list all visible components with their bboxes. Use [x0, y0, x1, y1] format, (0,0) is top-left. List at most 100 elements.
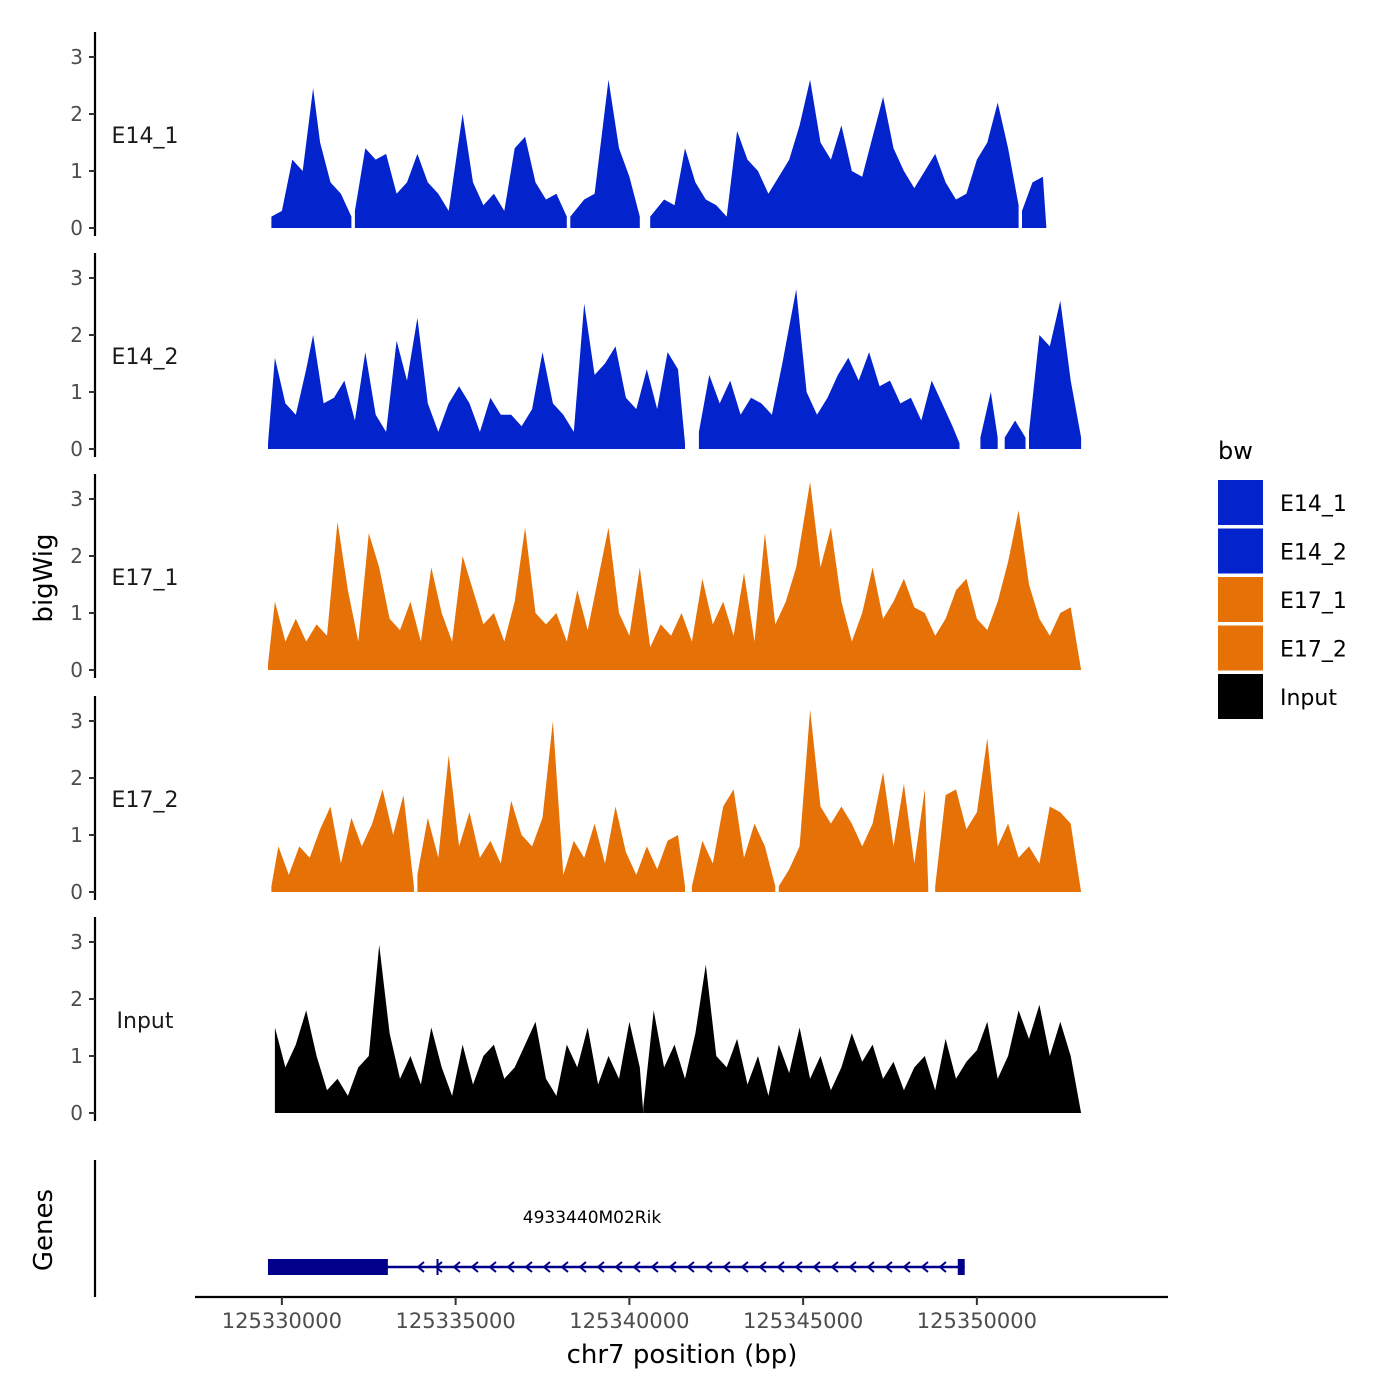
x-tick-label: 125350000	[917, 1309, 1037, 1333]
legend-title: bw	[1218, 437, 1253, 465]
strand-arrow	[614, 1261, 623, 1273]
strand-arrow	[596, 1261, 605, 1273]
y-tick-label: 0	[70, 880, 83, 904]
strand-arrow	[542, 1261, 551, 1273]
y-tick-label: 2	[70, 102, 83, 126]
x-tick-label: 125345000	[743, 1309, 863, 1333]
strand-arrow	[812, 1261, 821, 1273]
y-tick-label: 1	[70, 159, 83, 183]
strand-arrow	[650, 1261, 659, 1273]
x-tick-label: 125340000	[569, 1309, 689, 1333]
track-E14_2: 0 1 2 3 E14_2	[70, 253, 1082, 461]
signal-area	[271, 789, 414, 892]
signal-area	[1022, 176, 1047, 228]
signal-area	[1029, 300, 1082, 449]
y-tick-label: 3	[70, 487, 83, 511]
y-tick-label: 2	[70, 987, 83, 1011]
signal-area	[268, 481, 1082, 670]
x-axis-label: chr7 position (bp)	[567, 1340, 798, 1370]
signal-panels: 0 1 2 3 E14_1 0 1 2 3 E14_2 0 1 2 3 E17_1 0 1 2 3 E17_2 0 1 2 3…	[70, 32, 1082, 1125]
signal-area	[271, 88, 352, 228]
legend-label-E14_2: E14_2	[1280, 541, 1347, 566]
strand-arrow	[740, 1261, 749, 1273]
legend-label-E17_2: E17_2	[1280, 638, 1347, 663]
legend-swatch-E14_2	[1218, 528, 1263, 574]
strand-arrow	[560, 1261, 569, 1273]
strand-arrow	[524, 1261, 533, 1273]
signal-area	[980, 392, 998, 449]
legend-swatch-E14_1	[1218, 480, 1263, 525]
y-tick-label: 2	[70, 766, 83, 790]
signal-area	[650, 79, 1019, 228]
strand-arrow	[434, 1261, 443, 1273]
track-label: E14_1	[112, 124, 179, 149]
y-tick-label: 0	[70, 437, 83, 461]
strand-arrow	[722, 1261, 731, 1273]
legend-label-Input: Input	[1280, 686, 1337, 711]
y-tick-label: 1	[70, 823, 83, 847]
signal-area	[935, 738, 1082, 892]
strand-arrow	[506, 1261, 515, 1273]
signal-area	[1004, 420, 1026, 449]
legend-label-E17_1: E17_1	[1280, 589, 1347, 614]
signal-area	[643, 964, 1082, 1113]
strand-arrow	[830, 1261, 839, 1273]
y-tick-label: 1	[70, 601, 83, 625]
strand-arrow	[758, 1261, 767, 1273]
strand-arrow	[452, 1261, 461, 1273]
y-tick-label: 0	[70, 216, 83, 240]
strand-arrow	[632, 1261, 641, 1273]
signal-area	[698, 289, 960, 449]
x-tick-label: 125335000	[396, 1309, 516, 1333]
y-tick-label: 1	[70, 1044, 83, 1068]
y-tick-label: 0	[70, 658, 83, 682]
track-E17_1: 0 1 2 3 E17_1	[70, 474, 1082, 682]
x-axis: 125330000 125335000 125340000 125345000 1253…	[195, 1295, 1168, 1333]
track-E14_1: 0 1 2 3 E14_1	[70, 32, 1047, 240]
signal-area	[417, 721, 685, 892]
track-label: E17_2	[112, 788, 179, 813]
track-label: E17_1	[112, 566, 179, 591]
gene-exon	[436, 1259, 439, 1275]
legend-swatch-E17_1	[1218, 577, 1263, 622]
track-label: Input	[117, 1009, 174, 1034]
strand-arrow	[686, 1261, 695, 1273]
signal-area	[691, 789, 776, 892]
track-Input: 0 1 2 3 Input	[70, 917, 1082, 1125]
strand-arrow	[938, 1261, 947, 1273]
strand-arrow	[668, 1261, 677, 1273]
strand-arrow	[920, 1261, 929, 1273]
strand-arrow	[704, 1261, 713, 1273]
signal-area	[354, 114, 567, 228]
gene-panel: 4933440M02Rik	[93, 1160, 965, 1297]
gene-exon	[957, 1259, 965, 1275]
genes-track-label: Genes	[29, 1189, 59, 1271]
strand-arrow	[776, 1261, 785, 1273]
strand-arrow	[488, 1261, 497, 1273]
legend-label-E14_1: E14_1	[1280, 492, 1347, 517]
legend: bw E14_1 E14_2 E17_1 E17_2 Input	[1218, 437, 1347, 719]
signal-area	[778, 709, 929, 892]
strand-arrow	[848, 1261, 857, 1273]
gene-name-label: 4933440M02Rik	[523, 1208, 662, 1228]
y-tick-label: 3	[70, 930, 83, 954]
y-tick-label: 1	[70, 380, 83, 404]
gene-exon	[267, 1259, 388, 1275]
strand-arrow	[884, 1261, 893, 1273]
y-tick-label: 3	[70, 45, 83, 69]
y-tick-label: 3	[70, 266, 83, 290]
signal-area	[274, 944, 644, 1113]
strand-arrow	[470, 1261, 479, 1273]
gene-4933440M02Rik: 4933440M02Rik	[267, 1208, 965, 1275]
y-tick-label: 3	[70, 709, 83, 733]
y-axis-label: bigWig	[29, 533, 59, 622]
strand-arrow	[902, 1261, 911, 1273]
strand-arrow	[866, 1261, 875, 1273]
legend-swatch-Input	[1218, 674, 1263, 719]
signal-area	[570, 79, 640, 228]
y-tick-label: 2	[70, 323, 83, 347]
signal-area	[268, 303, 685, 449]
y-tick-label: 0	[70, 1101, 83, 1125]
strand-arrow	[578, 1261, 587, 1273]
